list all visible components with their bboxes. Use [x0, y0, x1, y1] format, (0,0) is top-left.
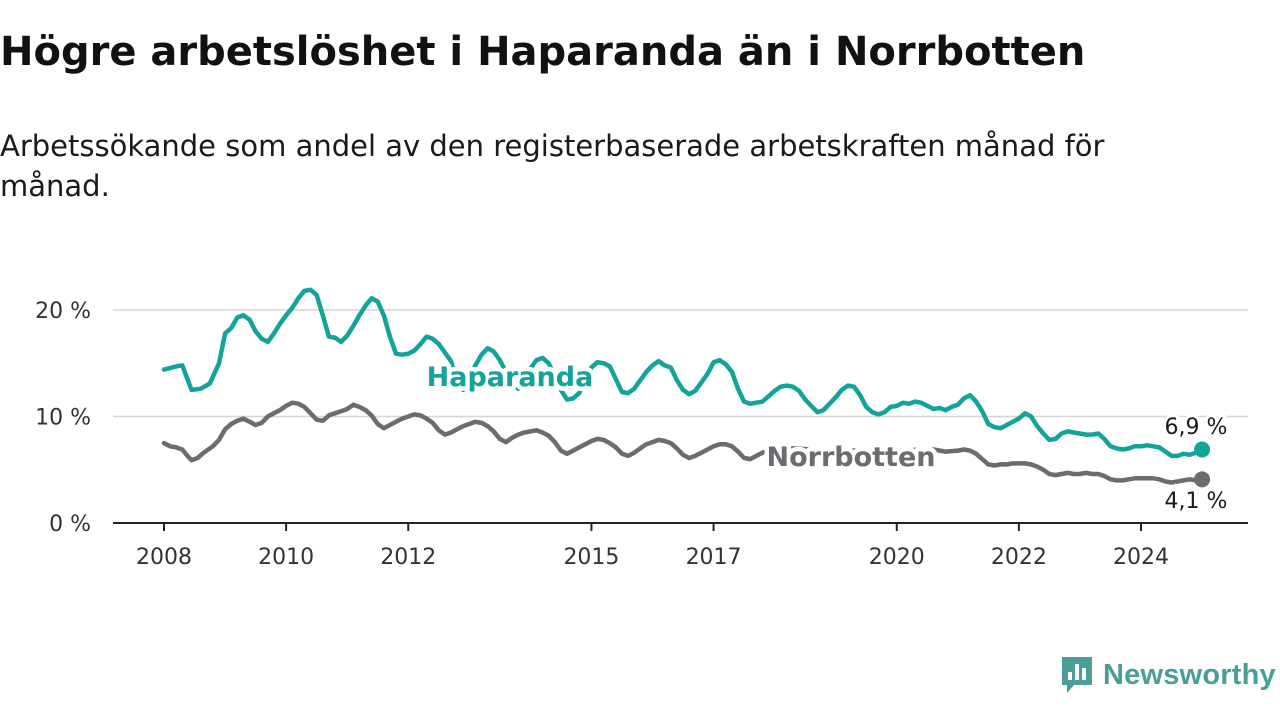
- series-lines: [161, 287, 1211, 488]
- y-tick-label: 10 %: [35, 406, 91, 431]
- x-tick-label: 2024: [1113, 545, 1169, 570]
- end-value-label-haparanda: 6,9 %: [1165, 415, 1228, 440]
- x-tick-label: 2008: [136, 545, 192, 570]
- page-title: Högre arbetslöshet i Haparanda än i Norr…: [0, 29, 1086, 75]
- series-line-norrbotten: [161, 400, 1205, 485]
- series-labels: Haparanda Norrbotten 6,9 % 4,1 %: [422, 358, 1230, 518]
- end-value-label-norrbotten: 4,1 %: [1165, 489, 1228, 514]
- x-tick-label: 2012: [380, 545, 436, 570]
- x-tick-label: 2015: [563, 545, 619, 570]
- x-tick-label: 2022: [991, 545, 1047, 570]
- page-subtitle: Arbetssökande som andel av den registerb…: [0, 129, 1105, 203]
- gridlines: [113, 309, 1248, 418]
- y-tick-label: 20 %: [35, 299, 91, 324]
- y-tick-label: 0 %: [49, 512, 91, 537]
- axes: 0 % 10 % 20 % 2008 2010 2012 2015 2017 2020 2022 2…: [35, 299, 1248, 570]
- newsworthy-logo-icon: [1062, 657, 1092, 693]
- series-label-norrbotten: Norrbotten: [766, 442, 935, 473]
- x-tick-label: 2020: [869, 545, 925, 570]
- series-label-haparanda: Haparanda: [427, 362, 594, 393]
- end-point-norrbotten: [1194, 471, 1211, 488]
- brand-logo: Newsworthy: [1060, 654, 1276, 696]
- x-tick-label: 2010: [258, 545, 314, 570]
- brand-name: Newsworthy: [1103, 658, 1276, 691]
- end-point-haparanda: [1194, 441, 1211, 458]
- series-line-haparanda: [161, 287, 1205, 459]
- x-tick-label: 2017: [686, 545, 742, 570]
